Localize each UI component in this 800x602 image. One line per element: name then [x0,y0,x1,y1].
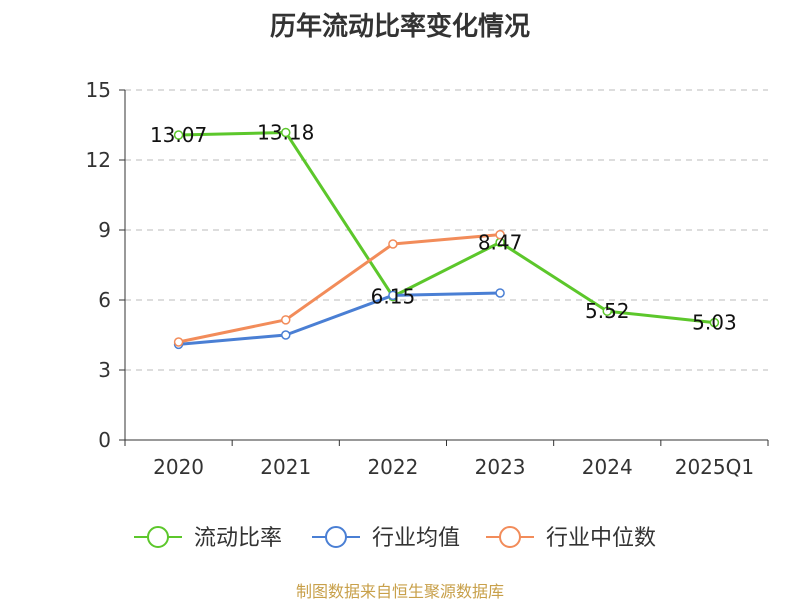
legend: 流动比率 行业均值 行业中位数 [134,526,656,551]
y-tick-label: 9 [98,218,111,242]
x-tick-label: 2020 [153,455,204,479]
data-label: 13.18 [257,120,314,144]
y-tick-label: 6 [98,288,111,312]
data-label: 5.52 [585,299,630,323]
legend-label: 流动比率 [194,526,282,551]
series-lines [173,127,720,350]
series-line-0 [178,130,715,325]
legend-label: 行业均值 [372,526,460,551]
legend-marker [325,526,347,548]
data-point [709,317,720,328]
data-point [388,290,398,301]
data-label: 5.03 [692,311,737,335]
source-note: 制图数据来自恒生聚源数据库 [295,582,504,601]
x-tick-label: 2024 [582,455,633,479]
data-point [388,239,398,249]
data-point [281,330,291,340]
data-point [495,229,505,240]
grid-lines [125,89,768,371]
data-label: 13.07 [150,123,207,147]
x-tick-label: 2023 [475,455,526,479]
legend-label: 行业中位数 [546,526,656,551]
y-tick-label: 12 [86,148,111,172]
x-tick-label: 2022 [367,455,418,479]
y-tick-label: 0 [98,428,111,452]
data-label: 6.15 [371,285,416,309]
data-labels: 13.07 13.18 6.15 8.47 5.52 5.03 [150,120,737,334]
data-point [281,127,291,138]
data-point [173,130,184,140]
series-line-2 [178,233,501,344]
data-label: 8.47 [478,230,523,254]
y-tick-label: 15 [86,78,111,102]
x-tick-label: 2025Q1 [675,455,754,479]
x-tick-label: 2021 [260,455,311,479]
data-point [281,315,291,325]
series-line-1 [178,291,501,346]
chart-title: 历年流动比率变化情况 [269,12,530,42]
y-tick-label: 3 [98,358,111,382]
axes: 0 3 6 9 12 15 2020 2021 2022 2023 2024 2025Q1 [86,78,769,479]
data-point [173,337,184,347]
legend-marker [147,526,169,548]
data-point [602,306,612,316]
data-point [495,288,505,298]
legend-marker [499,526,521,548]
